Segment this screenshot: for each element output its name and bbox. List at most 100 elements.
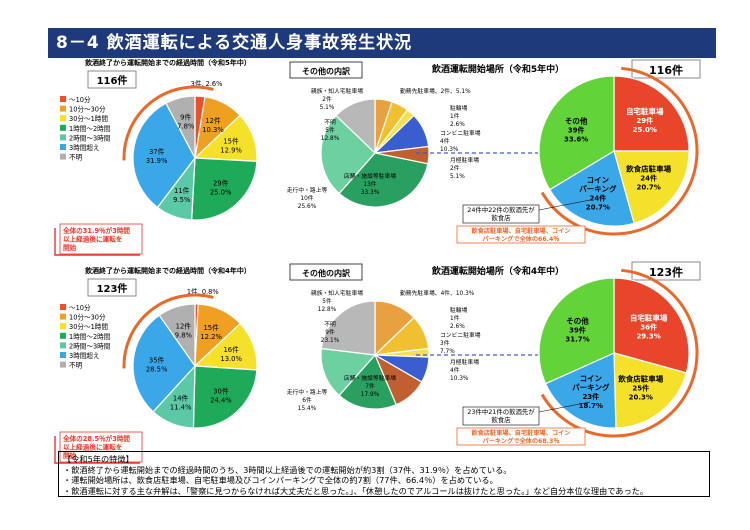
other_r4-pie-slice-5 xyxy=(338,353,397,410)
place_r4-annotation-box xyxy=(456,427,586,446)
time_r5-annotation-0: 全体の31.9％が3時間 xyxy=(62,226,130,235)
page-title: 8－4 飲酒運転による交通人身事故発生状況 xyxy=(48,28,716,58)
time_r4-legend-label-2: 30分～1時間 xyxy=(69,322,108,331)
other_r4-label-7-1: 9件 xyxy=(325,328,335,336)
other_r5-label-5-1: 13件 xyxy=(363,180,376,188)
place_r4-label-count-3: 39件 xyxy=(569,325,586,334)
time_r5-label-count-2: 15件 xyxy=(223,137,239,146)
time_r5-legend-swatch-4 xyxy=(60,134,66,141)
place_r5-callout-0: 24件中22件の飲酒先が xyxy=(467,205,535,214)
place_r5-label-count-0: 29件 xyxy=(636,116,653,125)
place_r4-callout-box xyxy=(462,406,540,426)
other_r4-label-2-0: 駐輪場 xyxy=(450,306,468,314)
other_r4-label-0-name: 親族・知人宅駐車場 xyxy=(311,289,363,297)
time_r4-label-pct-6: 9.8% xyxy=(175,331,193,339)
other_r5-label-6-0: 走行中・路上等 xyxy=(287,186,328,194)
time_r4-legend-swatch-1 xyxy=(60,313,66,320)
other_r5-label-0-pct: 5.1% xyxy=(320,105,335,111)
time_r5-annotation-2: 開始 xyxy=(63,243,77,252)
place_r4-callout-1: 飲食店 xyxy=(491,415,511,424)
place_r4-label-pct-2: 18.7% xyxy=(579,402,603,410)
place_r5-pie-slice-0 xyxy=(613,75,690,152)
place_r4-label-name-2: パーキング xyxy=(572,382,610,392)
time_r5-label-count-4: 11件 xyxy=(174,186,190,195)
place_r4-callout-0: 23件中21件の飲酒先が xyxy=(467,407,535,416)
time_r4-label-pct-4: 11.4% xyxy=(170,404,192,412)
place_r5-label-count-1: 24件 xyxy=(640,173,657,182)
place_r5-pie-slice-3 xyxy=(538,75,615,191)
other_r4-label-0-pct: 12.8% xyxy=(318,307,337,313)
other_r5-label-7-0: 不明 xyxy=(324,119,336,126)
time_r4-legend-swatch-5 xyxy=(60,352,66,358)
other_r4-pie-slice-7 xyxy=(320,300,376,356)
other_r4-label-7-2: 23.1% xyxy=(321,338,340,344)
other_r4-label-3-2: 7.7% xyxy=(440,349,455,355)
other_r5-label-2-1: 1件 xyxy=(450,112,460,120)
time_r4-annotation-2: 開始 xyxy=(63,451,77,460)
other_r4-label-3-0: コンビニ駐車場 xyxy=(440,331,481,339)
time_r5-total-box xyxy=(87,70,137,89)
time_r4-legend-label-6: 不明 xyxy=(69,362,83,370)
time_r4-label-pct-2: 13.0% xyxy=(220,355,242,363)
time_r4-title: 飲酒終了から運転開始までの経過時間（令和4年中） xyxy=(84,266,251,275)
time_r4-pie-slice-3 xyxy=(192,365,258,429)
other_r5-pie-slice-7 xyxy=(335,98,376,155)
time_r5-legend-swatch-0 xyxy=(60,96,66,102)
time_r4-label-pct-1: 12.2% xyxy=(200,333,222,341)
other_r5-label-6-2: 25.6% xyxy=(298,204,317,210)
other_r4-label-6-0: 走行中・路上等 xyxy=(287,388,328,396)
other_r5-title: その他の内訳 xyxy=(302,66,351,76)
time_r5-pie-slice-6 xyxy=(165,95,196,159)
place_r5-annotation-box xyxy=(456,225,586,244)
time_r5-legend-label-4: 2時間～3時間 xyxy=(69,134,111,142)
time_r4-label-count-3: 30件 xyxy=(213,386,229,395)
place_r4-label-pct-3: 31.7% xyxy=(565,335,589,343)
features-heading: 【令和5年の特徴】 xyxy=(63,454,134,464)
time_r4-legend-label-1: 10分～30分 xyxy=(69,313,106,322)
time_r5-pie-slice-3 xyxy=(191,157,258,221)
other_r5-title-box xyxy=(289,61,363,79)
time_r4-legend-label-0: ～10分 xyxy=(69,303,91,312)
other_r4-title-box xyxy=(289,263,363,281)
time_r4-legend-label-4: 2時間～3時間 xyxy=(69,342,111,350)
time_r4-highlight-arc xyxy=(122,293,214,369)
place_r5-label-name-a-2: コイン xyxy=(587,175,610,184)
other_r5-label-5-2: 33.3% xyxy=(361,190,380,196)
place_r5-pie-slice-2 xyxy=(548,150,635,227)
place_r5-label-name-3: その他 xyxy=(565,116,588,126)
time_r4-legend-label-5: 3時間超え xyxy=(69,351,100,360)
time_r5-label-0: 3件, 2.6% xyxy=(191,79,223,88)
other_r4-label-1: 勤務先駐車場、4件、10.3% xyxy=(400,289,475,297)
time_r5-label-count-1: 12件 xyxy=(205,116,221,125)
other_r5-label-2-2: 2.6% xyxy=(450,122,465,128)
other_r5-label-2-0: 駐輪場 xyxy=(450,104,468,112)
other_r5-pie-slice-5 xyxy=(338,152,429,208)
place_r5-label-pct-1: 20.7% xyxy=(636,183,660,191)
time_r5-legend-label-5: 3時間超え xyxy=(69,143,100,152)
time_r5-legend-swatch-3 xyxy=(60,124,66,131)
time_r4-total-box xyxy=(87,278,137,297)
place_r4-label-name-0: 自宅駐車場 xyxy=(630,313,668,323)
other_r5-label-7-2: 12.8% xyxy=(321,136,340,142)
place_r5-label-name-2: パーキング xyxy=(579,183,617,193)
other_r5-label-5-0: 店舗・施設等駐車場 xyxy=(344,172,396,180)
place_r4-callout-line xyxy=(538,401,591,413)
time_r4-legend-swatch-0 xyxy=(60,304,66,310)
place_r5-label-count-2: 24件 xyxy=(590,193,607,202)
time_r5-annotation-1: 以上経過後に運転を xyxy=(63,235,122,244)
time_r4-label-0: 1件, 0.8% xyxy=(187,287,219,296)
place_r5-label-pct-3: 33.6% xyxy=(564,136,588,144)
place_r4-label-pct-1: 20.3% xyxy=(629,393,653,401)
features-box: 【令和5年の特徴】 ・飲酒終了から運転開始までの経過時間のうち、3時間以上経過後… xyxy=(58,451,710,497)
time_r5-legend-swatch-5 xyxy=(60,144,66,150)
other_r5-label-1: 勤務先駐車場、2件、5.1% xyxy=(400,87,471,95)
time_r4-label-count-6: 12件 xyxy=(176,321,192,330)
place_r5-label-name-0: 自宅駐車場 xyxy=(626,106,664,116)
place_r4-label-pct-0: 29.3% xyxy=(636,333,660,341)
time_r4-pie-slice-5 xyxy=(132,314,196,413)
other_r5-pie-slice-6 xyxy=(320,114,376,195)
other_r4-label-6-2: 15.4% xyxy=(298,406,317,412)
time_r5-annotation-bracket xyxy=(54,228,140,256)
place_r4-label-name-3: その他 xyxy=(566,315,589,325)
